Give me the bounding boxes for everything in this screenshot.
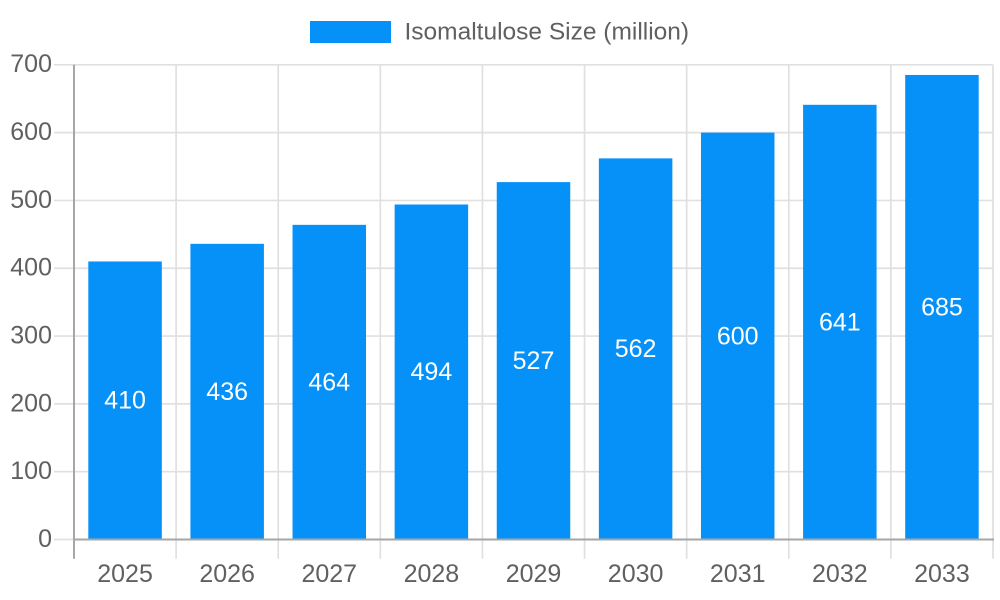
svg-text:300: 300 xyxy=(10,321,52,349)
svg-text:494: 494 xyxy=(411,358,453,386)
svg-text:400: 400 xyxy=(10,254,52,282)
svg-text:410: 410 xyxy=(104,387,146,415)
svg-text:562: 562 xyxy=(615,335,657,363)
svg-text:600: 600 xyxy=(10,118,52,146)
svg-text:641: 641 xyxy=(819,308,861,336)
svg-text:527: 527 xyxy=(513,347,555,375)
svg-text:2030: 2030 xyxy=(608,560,664,588)
svg-text:436: 436 xyxy=(206,378,248,406)
svg-text:500: 500 xyxy=(10,186,52,214)
svg-text:2033: 2033 xyxy=(914,560,970,588)
svg-text:464: 464 xyxy=(308,368,350,396)
svg-text:2027: 2027 xyxy=(301,560,357,588)
svg-text:0: 0 xyxy=(38,525,52,553)
svg-text:2032: 2032 xyxy=(812,560,868,588)
svg-text:700: 700 xyxy=(10,50,52,78)
svg-text:2031: 2031 xyxy=(710,560,766,588)
svg-text:685: 685 xyxy=(921,293,963,321)
svg-text:2029: 2029 xyxy=(506,560,562,588)
svg-text:100: 100 xyxy=(10,457,52,485)
svg-text:2028: 2028 xyxy=(404,560,460,588)
svg-text:Isomaltulose Size (million): Isomaltulose Size (million) xyxy=(405,19,690,46)
svg-text:2026: 2026 xyxy=(199,560,255,588)
svg-text:2025: 2025 xyxy=(97,560,153,588)
svg-text:200: 200 xyxy=(10,389,52,417)
svg-text:600: 600 xyxy=(717,322,759,350)
